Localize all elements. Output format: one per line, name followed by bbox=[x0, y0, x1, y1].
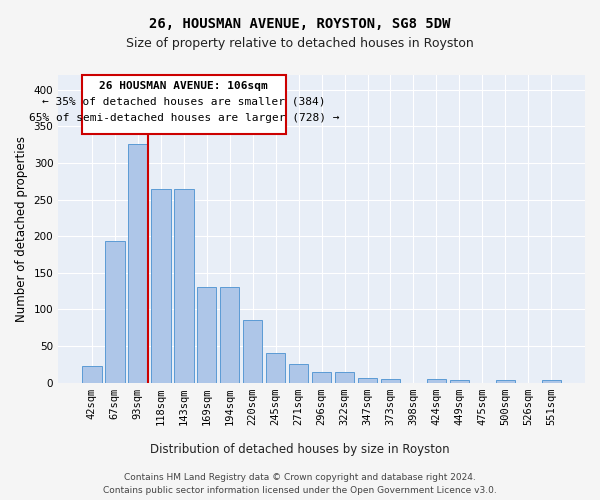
Y-axis label: Number of detached properties: Number of detached properties bbox=[15, 136, 28, 322]
Bar bbox=[197, 288, 217, 382]
Bar bbox=[496, 380, 515, 382]
Bar bbox=[243, 320, 262, 382]
Bar bbox=[335, 372, 355, 382]
Bar bbox=[427, 379, 446, 382]
Bar bbox=[266, 354, 286, 382]
Bar bbox=[174, 188, 194, 382]
Text: Distribution of detached houses by size in Royston: Distribution of detached houses by size … bbox=[150, 442, 450, 456]
Bar bbox=[449, 380, 469, 382]
Bar bbox=[289, 364, 308, 382]
Text: ← 35% of detached houses are smaller (384): ← 35% of detached houses are smaller (38… bbox=[42, 97, 326, 107]
Text: Contains HM Land Registry data © Crown copyright and database right 2024.: Contains HM Land Registry data © Crown c… bbox=[124, 472, 476, 482]
Bar bbox=[105, 242, 125, 382]
Bar bbox=[358, 378, 377, 382]
Bar bbox=[381, 379, 400, 382]
Bar bbox=[220, 288, 239, 382]
Bar bbox=[82, 366, 101, 382]
Text: 26, HOUSMAN AVENUE, ROYSTON, SG8 5DW: 26, HOUSMAN AVENUE, ROYSTON, SG8 5DW bbox=[149, 18, 451, 32]
Text: 65% of semi-detached houses are larger (728) →: 65% of semi-detached houses are larger (… bbox=[29, 113, 339, 123]
Text: 26 HOUSMAN AVENUE: 106sqm: 26 HOUSMAN AVENUE: 106sqm bbox=[100, 81, 268, 91]
Text: Contains public sector information licensed under the Open Government Licence v3: Contains public sector information licen… bbox=[103, 486, 497, 495]
Bar bbox=[82, 75, 286, 134]
Bar bbox=[312, 372, 331, 382]
Bar bbox=[128, 144, 148, 382]
Text: Size of property relative to detached houses in Royston: Size of property relative to detached ho… bbox=[126, 38, 474, 51]
Bar bbox=[542, 380, 561, 382]
Bar bbox=[151, 188, 170, 382]
